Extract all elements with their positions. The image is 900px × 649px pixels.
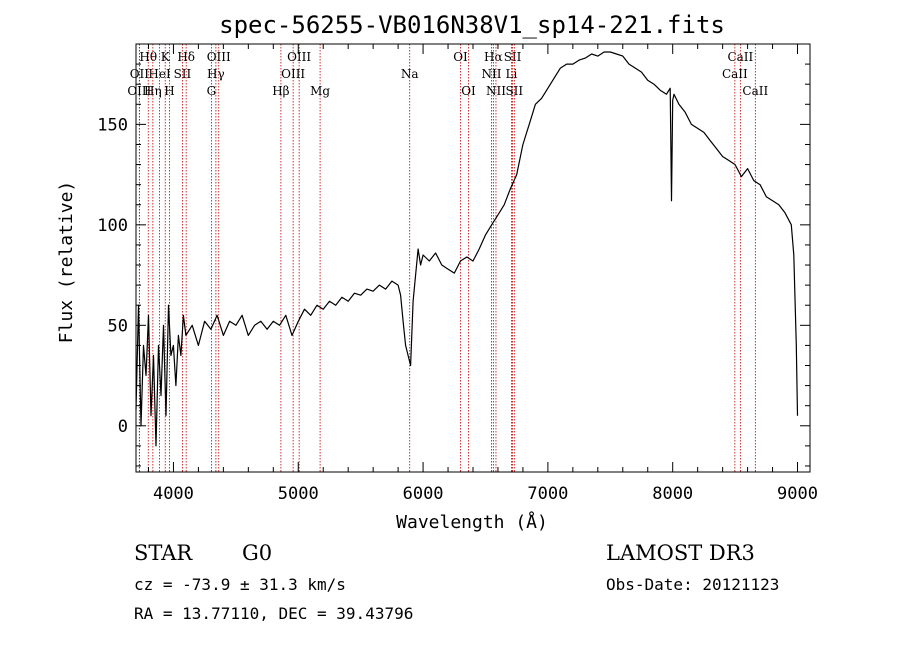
line-marker-label: H: [164, 84, 174, 98]
line-marker-label: OIII: [287, 50, 311, 64]
line-marker-label: NII: [486, 84, 506, 98]
line-marker-label: Li: [506, 67, 518, 81]
line-marker-label: HeI: [148, 67, 171, 81]
line-marker-label: Na: [401, 67, 419, 81]
line-marker-label: Mg: [310, 84, 330, 98]
y-axis: 0 50 100 150: [97, 63, 810, 467]
object-class: STAR: [134, 541, 193, 565]
y-tick-label: 50: [108, 316, 128, 336]
x-axis-label: Wavelength (Å): [396, 511, 548, 533]
line-marker-label: Hβ: [272, 84, 289, 98]
obs-date: Obs-Date: 20121123: [606, 575, 779, 594]
y-tick-label: 150: [97, 115, 128, 135]
line-marker-label: Hη: [144, 84, 162, 98]
line-marker-label: CaII: [722, 67, 748, 81]
chart-title: spec-56255-VB016N38V1_sp14-221.fits: [219, 11, 725, 39]
plot-frame: [135, 43, 811, 473]
line-marker-label: OIII: [127, 84, 151, 98]
line-marker-label: OI: [453, 50, 468, 64]
line-marker-label: Hγ: [207, 67, 225, 81]
x-tick-label: 9000: [777, 484, 818, 504]
line-marker-label: Hδ: [177, 50, 195, 64]
line-marker-label: SII: [174, 67, 192, 81]
flux-line: [135, 51, 799, 447]
line-marker-label: G: [207, 84, 217, 98]
line-marker-label: OI: [461, 84, 476, 98]
flux-series: [135, 51, 799, 447]
line-marker-label: OIII: [207, 50, 231, 64]
y-tick-label: 100: [97, 216, 128, 236]
x-tick-label: 5000: [278, 484, 319, 504]
line-marker-label: K: [161, 50, 171, 64]
line-marker-label: Hθ: [139, 50, 157, 64]
survey-name: LAMOST DR3: [606, 541, 755, 565]
line-marker-label: CaII: [727, 50, 753, 64]
line-marker-label: CaII: [742, 84, 768, 98]
x-axis: 4000 5000 6000 7000 8000 9000: [147, 44, 818, 504]
coordinates-text: RA = 13.77110, DEC = 39.43796: [134, 604, 413, 623]
object-subclass: G0: [242, 541, 272, 565]
line-marker-label: Hα: [484, 50, 503, 64]
line-marker-label: SII: [505, 84, 523, 98]
line-marker-label: OIII: [281, 67, 305, 81]
y-tick-label: 0: [118, 417, 128, 437]
redshift-text: cz = -73.9 ± 31.3 km/s: [134, 575, 346, 594]
x-tick-label: 4000: [153, 484, 194, 504]
x-tick-label: 8000: [652, 484, 693, 504]
x-tick-label: 6000: [403, 484, 444, 504]
y-axis-label: Flux (relative): [56, 181, 77, 344]
line-marker-label: SII: [504, 50, 522, 64]
x-tick-label: 7000: [527, 484, 568, 504]
line-marker-label: NII: [481, 67, 501, 81]
